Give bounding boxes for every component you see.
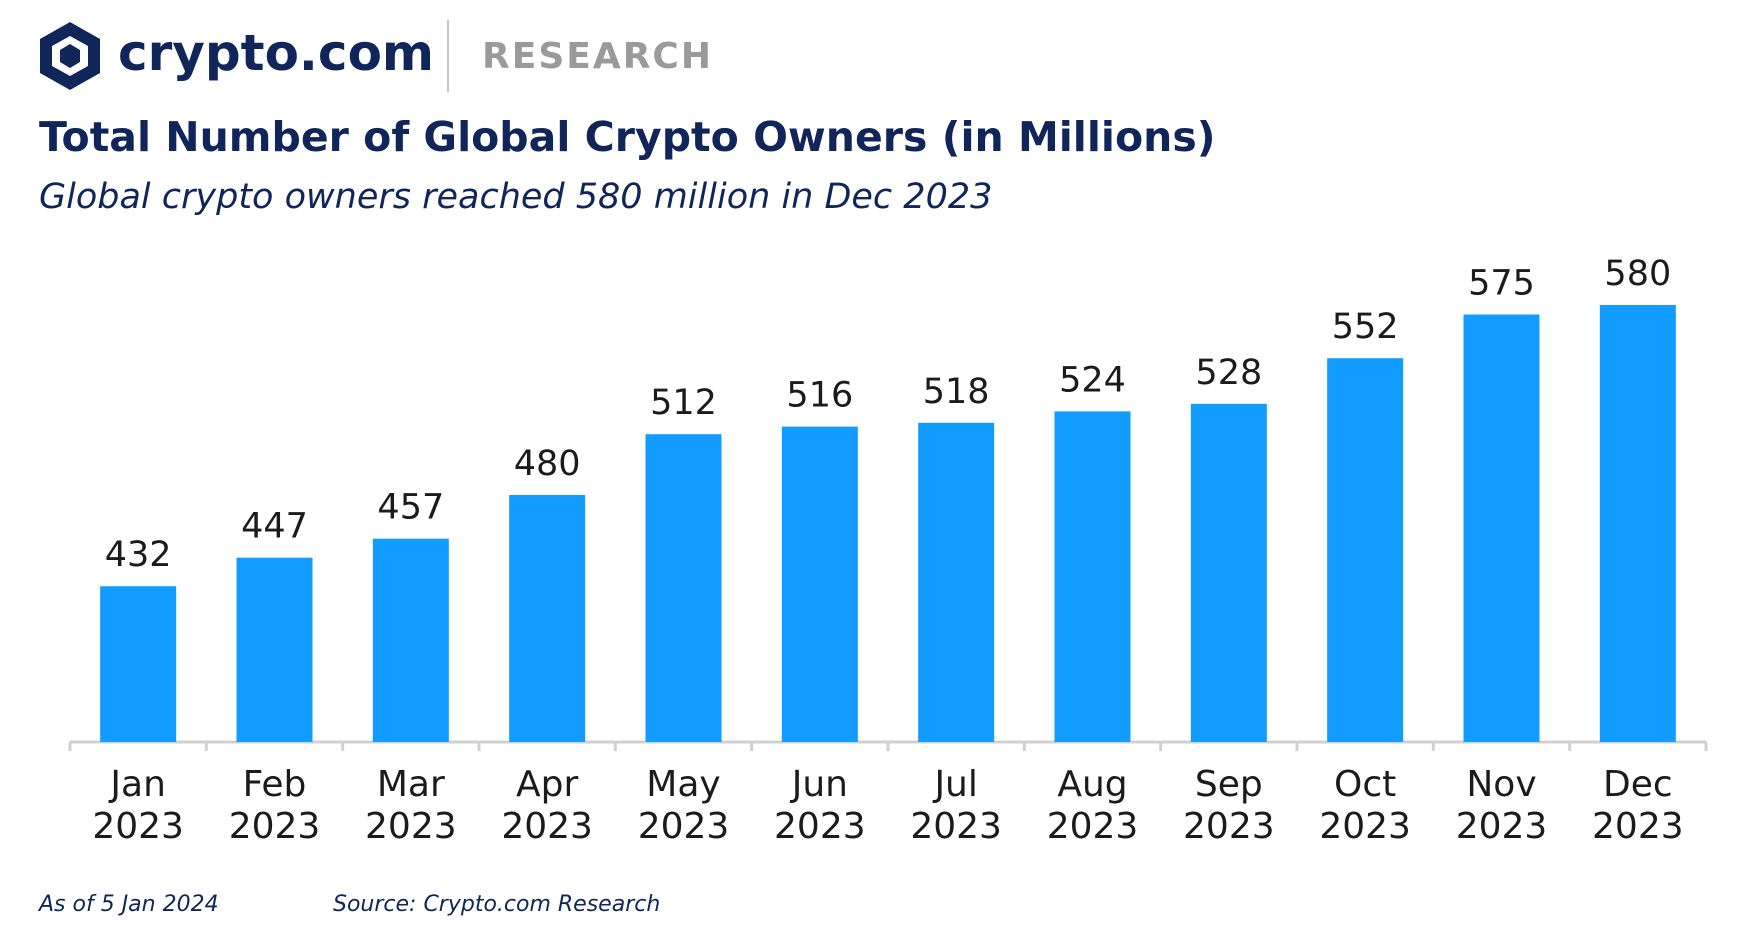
x-tick-label: Jul 2023 xyxy=(910,764,1002,847)
x-tick-label: May 2023 xyxy=(637,764,730,847)
x-tick-label: Oct 2023 xyxy=(1319,764,1411,847)
bar xyxy=(236,557,313,742)
value-label: 447 xyxy=(241,507,308,547)
value-label: 432 xyxy=(105,535,172,575)
x-tick-label: Sep 2023 xyxy=(1183,764,1275,847)
bar xyxy=(645,434,722,742)
x-tick-label: Jan 2023 xyxy=(92,764,184,847)
bar xyxy=(918,422,995,742)
value-label: 516 xyxy=(786,376,853,416)
x-tick-label: Feb 2023 xyxy=(228,764,321,847)
bar xyxy=(100,586,177,742)
chart-subtitle: Global crypto owners reached 580 million… xyxy=(39,177,992,217)
logo xyxy=(40,22,100,90)
bar xyxy=(509,495,586,742)
value-label: 524 xyxy=(1059,360,1126,400)
bar xyxy=(372,538,449,742)
value-label: 575 xyxy=(1468,264,1535,304)
bar xyxy=(1599,305,1676,742)
brand: crypto.com xyxy=(118,24,434,82)
bar xyxy=(1463,314,1540,742)
footer-date: As of 5 Jan 2024 xyxy=(37,892,219,917)
value-label: 457 xyxy=(377,488,444,528)
x-tick-label: Apr 2023 xyxy=(501,764,593,847)
bar xyxy=(1054,411,1131,742)
x-tick-label: Mar 2023 xyxy=(365,764,457,847)
x-tick-label: Jun 2023 xyxy=(774,764,866,847)
footer-source: Source: Crypto.com Research xyxy=(333,892,660,917)
value-label: 552 xyxy=(1332,307,1399,347)
bar xyxy=(1190,403,1267,742)
chart-title: Total Number of Global Crypto Owners (in… xyxy=(39,113,1215,161)
x-tick-label: Dec 2023 xyxy=(1592,764,1684,847)
bar xyxy=(781,426,858,742)
bar xyxy=(1327,358,1404,742)
value-label: 580 xyxy=(1604,254,1671,294)
value-label: 480 xyxy=(514,444,581,484)
x-tick-label: Nov 2023 xyxy=(1455,764,1548,847)
value-label: 512 xyxy=(650,383,717,423)
value-label: 528 xyxy=(1195,353,1262,393)
section: RESEARCH xyxy=(482,36,713,77)
x-tick-label: Aug 2023 xyxy=(1046,764,1139,847)
value-label: 518 xyxy=(923,372,990,412)
